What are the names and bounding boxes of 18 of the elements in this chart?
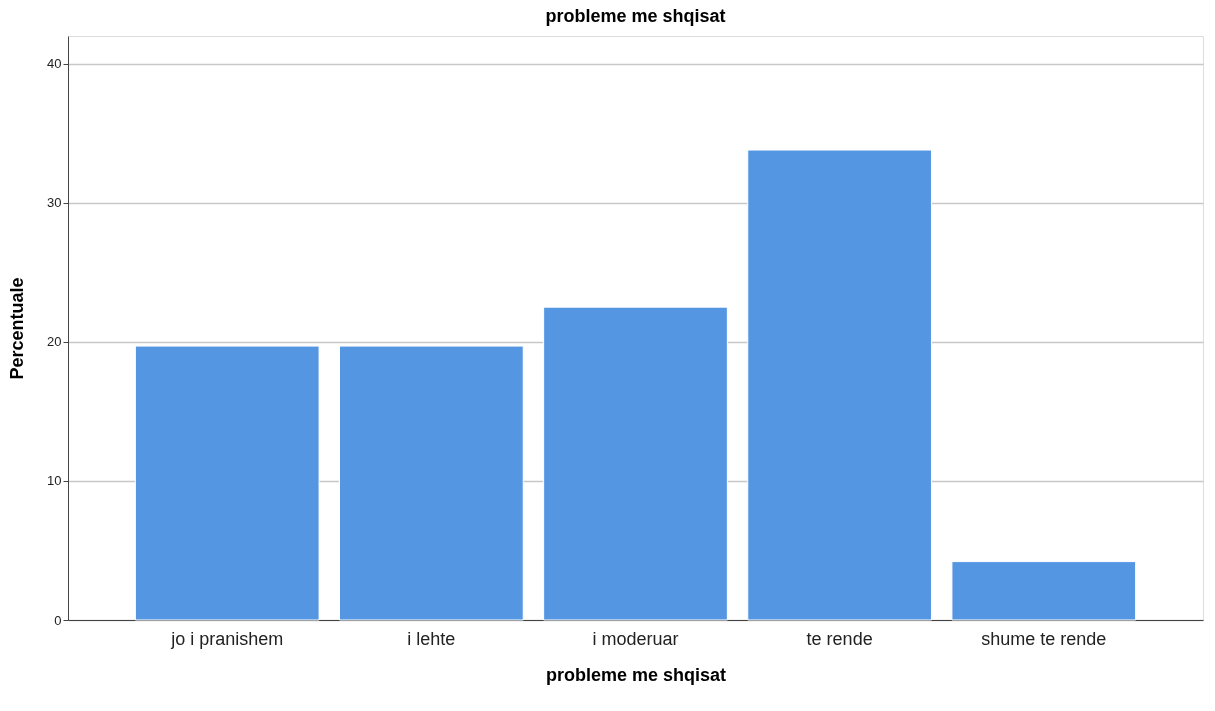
bar [747,149,932,621]
bar [543,306,728,621]
y-tick-label: 0 [54,612,62,628]
y-tick-label: 10 [47,473,62,489]
x-tick-label: i lehte [407,628,456,649]
y-tick-label: 30 [47,195,62,211]
chart-title: probleme me shqisat [545,6,726,26]
y-axis-title: Percentuale [7,277,28,380]
y-tick-label: 20 [47,334,62,350]
x-axis-title: probleme me shqisat [545,664,727,685]
x-tick-label: i moderuar [592,628,679,649]
x-tick-label: jo i pranishem [170,628,284,649]
bar [134,345,320,621]
bar [339,345,524,621]
y-tick-label: 40 [47,56,62,72]
x-tick-label: shume te rende [981,628,1107,649]
bar [951,561,1137,621]
x-tick-label: te rende [806,628,873,649]
